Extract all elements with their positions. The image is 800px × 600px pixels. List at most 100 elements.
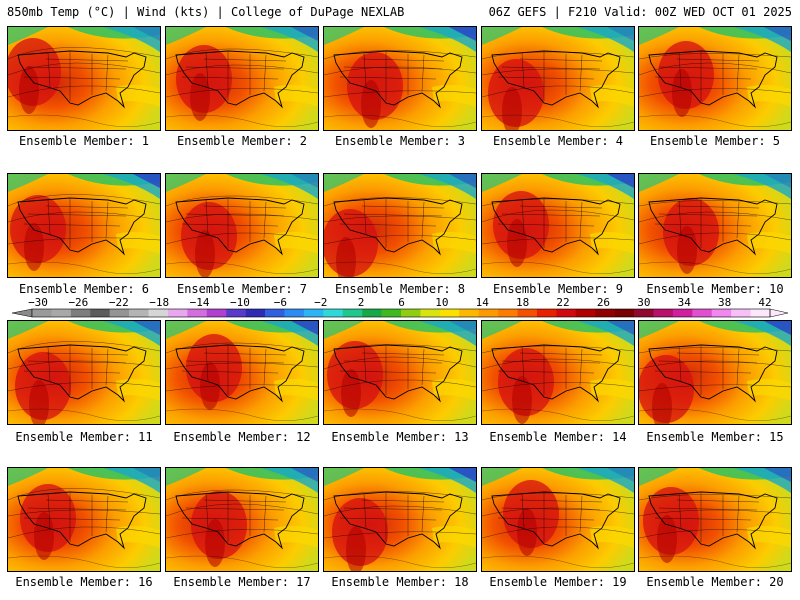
colorbar-swatch — [517, 309, 538, 317]
ensemble-caption-1: Ensemble Member: 1 — [18, 134, 150, 148]
ensemble-caption-19: Ensemble Member: 19 — [489, 575, 627, 589]
ensemble-map-1 — [7, 26, 161, 131]
colorbar-swatch — [206, 309, 227, 317]
colorbar-swatch — [148, 309, 169, 317]
ensemble-caption-12: Ensemble Member: 12 — [173, 430, 311, 444]
ensemble-caption-11: Ensemble Member: 11 — [15, 430, 153, 444]
ensemble-caption-7: Ensemble Member: 7 — [176, 282, 308, 296]
colorbar-swatch — [323, 309, 344, 317]
colorbar-swatch — [342, 309, 363, 317]
colorbar-swatch — [70, 309, 91, 317]
colorbar-swatch — [498, 309, 518, 317]
colorbar-tick-label: 30 — [637, 296, 650, 309]
colorbar-tick-label: −2 — [314, 296, 327, 309]
ensemble-map-20 — [638, 467, 792, 572]
colorbar-arrow-high — [769, 308, 789, 318]
colorbar-swatch — [556, 309, 577, 317]
colorbar-swatch — [90, 309, 110, 317]
ensemble-map-17 — [165, 467, 319, 572]
colorbar-tick-label: 10 — [435, 296, 448, 309]
colorbar-swatch — [478, 309, 499, 317]
colorbar-tick-label: 34 — [678, 296, 692, 309]
colorbar-tick-label: 14 — [476, 296, 490, 309]
ensemble-caption-5: Ensemble Member: 5 — [649, 134, 781, 148]
colorbar-swatch — [634, 309, 654, 317]
ensemble-map-12 — [165, 320, 319, 425]
colorbar-swatch — [750, 309, 771, 317]
ensemble-caption-4: Ensemble Member: 4 — [492, 134, 624, 148]
colorbar-swatch — [653, 309, 674, 317]
colorbar-swatch — [731, 309, 751, 317]
ensemble-caption-20: Ensemble Member: 20 — [646, 575, 784, 589]
ensemble-map-3 — [323, 26, 477, 131]
colorbar-tick-label: 22 — [556, 296, 569, 309]
colorbar-arrow-low — [11, 308, 33, 318]
colorbar-tick-label: 26 — [597, 296, 610, 309]
ensemble-map-13 — [323, 320, 477, 425]
colorbar-swatch — [614, 309, 635, 317]
colorbar-swatch — [459, 309, 479, 317]
colorbar-tick-label: −10 — [230, 296, 250, 309]
ensemble-map-5 — [638, 26, 792, 131]
ensemble-caption-17: Ensemble Member: 17 — [173, 575, 311, 589]
colorbar-swatch — [401, 309, 421, 317]
colorbar-swatch — [420, 309, 441, 317]
ensemble-map-15 — [638, 320, 792, 425]
colorbar-swatch — [167, 309, 188, 317]
ensemble-caption-18: Ensemble Member: 18 — [331, 575, 469, 589]
colorbar-swatch — [303, 309, 324, 317]
colorbar-tick-label: 42 — [758, 296, 771, 309]
ensemble-caption-2: Ensemble Member: 2 — [176, 134, 308, 148]
ensemble-caption-16: Ensemble Member: 16 — [15, 575, 153, 589]
ensemble-map-16 — [7, 467, 161, 572]
colorbar-swatch — [226, 309, 246, 317]
ensemble-map-8 — [323, 173, 477, 278]
colorbar-swatch — [129, 309, 149, 317]
ensemble-map-9 — [481, 173, 635, 278]
ensemble-caption-10: Ensemble Member: 10 — [646, 282, 784, 296]
temperature-colorbar: −30 −26 −22 −18 −14 −10 −6 −2 2 6 10 14 18 22 26 30 34 38… — [11, 296, 789, 318]
ensemble-map-6 — [7, 173, 161, 278]
ensemble-caption-8: Ensemble Member: 8 — [334, 282, 466, 296]
colorbar-tick-label: −6 — [274, 296, 287, 309]
colorbar-swatch — [692, 309, 713, 317]
ensemble-caption-15: Ensemble Member: 15 — [646, 430, 784, 444]
colorbar-swatch — [362, 309, 382, 317]
colorbar-swatch — [51, 309, 72, 317]
colorbar-tick-label: −22 — [109, 296, 129, 309]
colorbar-swatch — [284, 309, 305, 317]
colorbar-tick-label: −30 — [28, 296, 48, 309]
colorbar-swatch — [575, 309, 596, 317]
colorbar-swatch — [187, 309, 208, 317]
ensemble-map-7 — [165, 173, 319, 278]
colorbar-swatch — [109, 309, 130, 317]
colorbar-swatch — [439, 309, 460, 317]
ensemble-caption-14: Ensemble Member: 14 — [489, 430, 627, 444]
colorbar-swatch — [265, 309, 285, 317]
ensemble-caption-6: Ensemble Member: 6 — [18, 282, 150, 296]
colorbar-tick-label: 38 — [718, 296, 731, 309]
ensemble-map-11 — [7, 320, 161, 425]
colorbar-swatch — [381, 309, 402, 317]
chart-title: 850mb Temp (°C) | Wind (kts) | College o… — [7, 5, 405, 19]
colorbar-swatch — [672, 309, 693, 317]
colorbar-tick-label: −18 — [149, 296, 169, 309]
colorbar-tick-label: −14 — [190, 296, 210, 309]
colorbar-swatch — [32, 309, 52, 317]
run-info: 06Z GEFS | F210 Valid: 00Z WED OCT 01 20… — [488, 5, 792, 19]
colorbar-swatch — [595, 309, 615, 317]
ensemble-caption-9: Ensemble Member: 9 — [492, 282, 624, 296]
colorbar-swatch — [245, 309, 266, 317]
colorbar-tick-label: 2 — [358, 296, 365, 309]
ensemble-map-18 — [323, 467, 477, 572]
ensemble-map-14 — [481, 320, 635, 425]
colorbar-swatch — [536, 309, 557, 317]
ensemble-map-2 — [165, 26, 319, 131]
ensemble-caption-13: Ensemble Member: 13 — [331, 430, 469, 444]
colorbar-swatch — [711, 309, 732, 317]
ensemble-map-19 — [481, 467, 635, 572]
ensemble-map-4 — [481, 26, 635, 131]
colorbar-tick-label: −26 — [68, 296, 88, 309]
colorbar-tick-label: 18 — [516, 296, 529, 309]
colorbar-tick-label: 6 — [398, 296, 405, 309]
